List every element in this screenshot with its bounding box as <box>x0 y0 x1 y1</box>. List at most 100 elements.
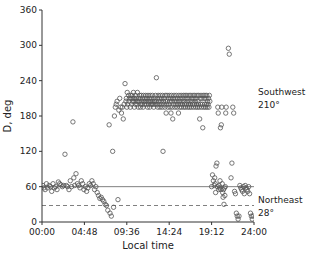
point <box>123 81 127 85</box>
point <box>169 111 173 115</box>
points <box>42 46 254 221</box>
point <box>218 179 222 183</box>
point <box>208 99 212 103</box>
point <box>218 126 222 130</box>
point <box>112 114 116 118</box>
point <box>176 111 180 115</box>
point <box>55 187 59 191</box>
point <box>220 190 224 194</box>
point <box>110 149 114 153</box>
y-tick-label: 0 <box>31 217 37 227</box>
point <box>98 196 102 200</box>
point <box>229 176 233 180</box>
annotation-value: 210° <box>258 100 280 110</box>
x-axis-label: Local time <box>122 240 174 251</box>
point <box>135 90 139 94</box>
point <box>64 183 68 187</box>
point <box>227 52 231 56</box>
point <box>210 173 214 177</box>
point <box>230 161 234 165</box>
point <box>207 105 211 109</box>
x-tick <box>42 222 43 225</box>
y-tick-label: 60 <box>26 182 38 192</box>
point <box>248 211 252 215</box>
axes: 0 60 120 180 240 300 360 00:00 04:48 09:36 14:24 19… <box>20 5 267 237</box>
point <box>114 102 118 106</box>
y-tick-label: 240 <box>20 76 37 86</box>
point <box>63 152 67 156</box>
point <box>214 164 218 168</box>
point <box>80 182 84 186</box>
point <box>74 172 78 176</box>
point <box>197 117 201 121</box>
y-tick <box>39 186 42 187</box>
x-tick <box>169 222 170 225</box>
point <box>121 117 125 121</box>
y-tick-label: 180 <box>20 111 37 121</box>
point <box>231 111 235 115</box>
point <box>72 176 76 180</box>
point <box>222 202 226 206</box>
point <box>219 123 223 127</box>
point <box>116 197 120 201</box>
point <box>67 187 71 191</box>
y-axis-label: D, deg <box>2 100 13 133</box>
point <box>247 192 251 196</box>
point <box>220 105 224 109</box>
y-tick-label: 300 <box>20 40 37 50</box>
x-tick <box>84 222 85 225</box>
point <box>71 120 75 124</box>
y-tick-label: 120 <box>20 146 37 156</box>
point <box>250 217 254 221</box>
annotation: Southwest <box>258 87 306 97</box>
point <box>236 217 240 221</box>
x-axis-line <box>42 222 254 223</box>
y-tick <box>39 80 42 81</box>
y-tick <box>39 45 42 46</box>
point <box>212 176 216 180</box>
point <box>107 123 111 127</box>
point <box>154 76 158 80</box>
point <box>103 202 107 206</box>
x-tick-label: 00:00 <box>29 227 55 237</box>
point <box>224 111 228 115</box>
point <box>115 99 119 103</box>
x-tick-label: 24:00 <box>241 227 267 237</box>
x-tick-label: 19:12 <box>199 227 225 237</box>
point <box>237 214 241 218</box>
x-tick <box>254 222 255 225</box>
x-tick <box>126 222 127 225</box>
y-tick <box>39 151 42 152</box>
point <box>94 184 98 188</box>
point <box>223 193 227 197</box>
point <box>223 184 227 188</box>
point <box>83 184 87 188</box>
chart: 0 60 120 180 240 300 360 00:00 04:48 09:36 14:24 19… <box>0 0 312 254</box>
point <box>247 184 251 188</box>
point <box>118 96 122 100</box>
plot-area <box>42 46 254 221</box>
y-tick <box>39 10 42 11</box>
y-tick <box>39 116 42 117</box>
point <box>226 46 230 50</box>
point <box>91 182 95 186</box>
annotation-value: 28° <box>258 208 274 218</box>
point <box>251 214 254 218</box>
annotation: Northeast <box>258 195 303 205</box>
x-tick-label: 04:48 <box>71 227 97 237</box>
point <box>231 105 235 109</box>
x-tick-label: 14:24 <box>156 227 182 237</box>
point <box>161 149 165 153</box>
x-tick-label: 09:36 <box>114 227 140 237</box>
point <box>207 93 211 97</box>
point <box>216 111 220 115</box>
point <box>109 214 113 218</box>
x-tick <box>211 222 212 225</box>
point <box>215 161 219 165</box>
point <box>224 105 228 109</box>
y-tick-label: 360 <box>20 5 37 15</box>
point <box>233 192 237 196</box>
point <box>234 211 238 215</box>
point <box>106 208 110 212</box>
point <box>171 117 175 121</box>
